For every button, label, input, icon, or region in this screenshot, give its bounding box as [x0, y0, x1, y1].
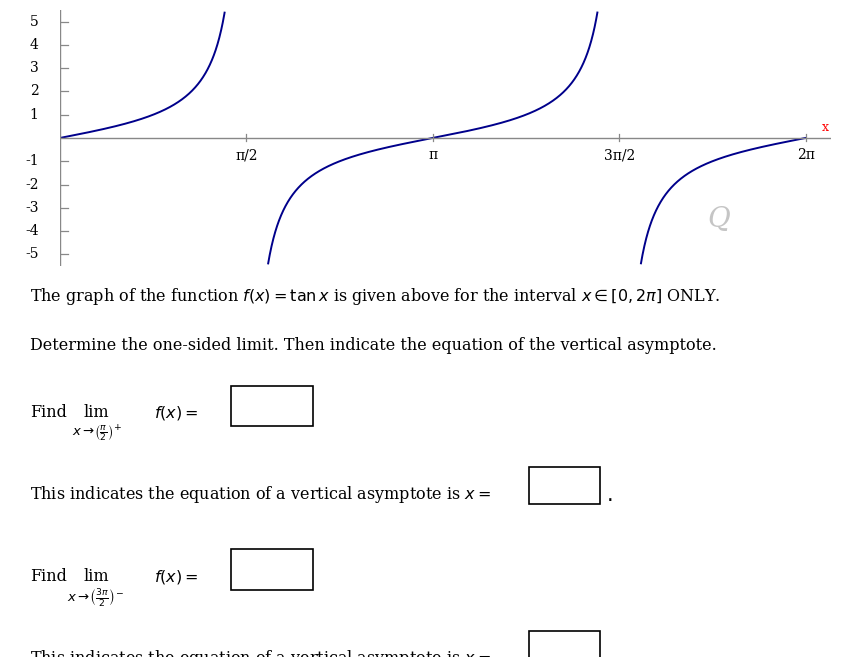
Text: Find: Find: [30, 568, 67, 585]
Text: .: .: [607, 649, 614, 657]
Text: 3π/2: 3π/2: [603, 148, 635, 162]
Text: -5: -5: [25, 248, 39, 261]
Text: The graph of the function $f(x) = \tan x$ is given above for the interval $x \in: The graph of the function $f(x) = \tan x…: [30, 286, 721, 307]
Text: Find: Find: [30, 404, 67, 421]
Text: π/2: π/2: [235, 148, 258, 162]
Text: 2π: 2π: [797, 148, 814, 162]
Text: 5: 5: [30, 14, 39, 28]
Text: 4: 4: [30, 38, 39, 52]
Text: This indicates the equation of a vertical asymptote is $x =$: This indicates the equation of a vertica…: [30, 648, 491, 657]
Text: 1: 1: [30, 108, 39, 122]
Text: $f(x) =$: $f(x) =$: [154, 404, 199, 422]
Text: Determine the one-sided limit. Then indicate the equation of the vertical asympt: Determine the one-sided limit. Then indi…: [30, 337, 716, 354]
Text: 3: 3: [30, 61, 39, 75]
Text: .: .: [607, 486, 614, 505]
Text: $f(x) =$: $f(x) =$: [154, 568, 199, 586]
Text: lim: lim: [84, 568, 110, 585]
Text: This indicates the equation of a vertical asymptote is $x =$: This indicates the equation of a vertica…: [30, 484, 491, 505]
Text: -1: -1: [25, 154, 39, 168]
Text: x: x: [822, 121, 829, 134]
Text: 2: 2: [30, 84, 39, 99]
Text: -3: -3: [25, 201, 39, 215]
Text: lim: lim: [84, 404, 110, 421]
Text: -4: -4: [25, 224, 39, 238]
Text: $x{\to}\!\left(\frac{\pi}{2}\right)^{\!+}$: $x{\to}\!\left(\frac{\pi}{2}\right)^{\!+…: [72, 424, 123, 443]
Text: -2: -2: [25, 177, 39, 192]
Text: Q: Q: [707, 206, 730, 233]
Text: $x{\to}\!\left(\frac{3\pi}{2}\right)^{\!-}$: $x{\to}\!\left(\frac{3\pi}{2}\right)^{\!…: [67, 587, 123, 609]
Text: π: π: [428, 148, 437, 162]
